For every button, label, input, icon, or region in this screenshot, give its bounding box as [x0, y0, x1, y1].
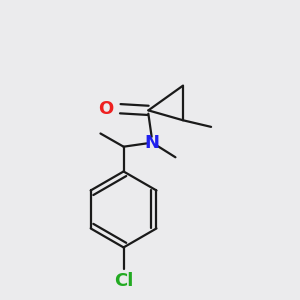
Text: O: O [98, 100, 114, 118]
Text: Cl: Cl [114, 272, 133, 290]
Text: N: N [144, 134, 159, 152]
